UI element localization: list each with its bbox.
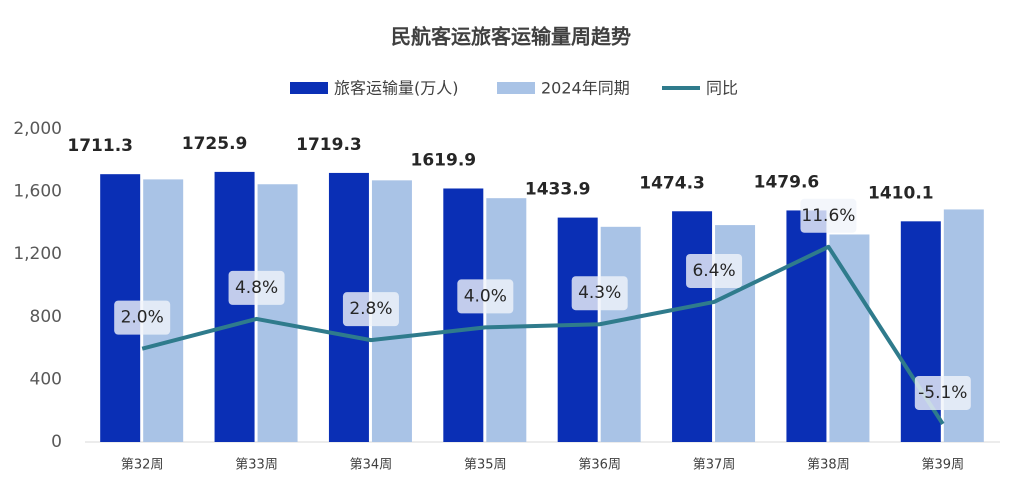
data-label: 2.8% — [349, 299, 392, 319]
data-label: 1410.1 — [868, 183, 934, 203]
y-tick-label: 800 — [30, 307, 62, 327]
data-label: 2.0% — [121, 308, 164, 328]
x-tick-label: 第32周 — [121, 458, 164, 473]
legend-label: 同比 — [706, 79, 738, 98]
x-tick-label: 第34周 — [350, 458, 393, 473]
x-tick-label: 第33周 — [235, 458, 278, 473]
bar — [786, 210, 827, 442]
label-box — [914, 375, 971, 410]
legend-label: 2024年同期 — [541, 79, 630, 98]
data-label: 1433.9 — [525, 180, 591, 200]
legend-swatch — [497, 82, 535, 94]
x-tick-label: 第37周 — [693, 458, 736, 473]
x-tick-label: 第35周 — [464, 458, 507, 473]
label-box — [800, 198, 857, 233]
bar — [672, 211, 713, 442]
line — [141, 244, 945, 426]
y-tick-label: 2,000 — [13, 119, 62, 139]
y-tick-label: 400 — [30, 369, 62, 389]
bar — [486, 198, 527, 442]
y-tick-label: 0 — [51, 432, 62, 452]
data-label: 4.0% — [464, 286, 507, 306]
chart-title: 民航客运旅客运输量周趋势 — [391, 25, 631, 49]
bar — [600, 226, 641, 442]
label-box — [686, 253, 743, 288]
x-tick-label: 第38周 — [807, 458, 850, 473]
x-tick-label: 第36周 — [578, 458, 621, 473]
bar — [257, 184, 298, 442]
y-tick-label: 1,200 — [13, 244, 62, 264]
data-label: 4.8% — [235, 278, 278, 298]
label-box — [114, 300, 171, 335]
x-tick-label: 第39周 — [922, 458, 965, 473]
data-label: 1725.9 — [182, 134, 248, 154]
label-box — [228, 270, 285, 305]
data-label: 1474.3 — [639, 173, 705, 193]
label-box — [342, 292, 399, 327]
label-box — [571, 276, 628, 311]
data-label: 6.4% — [692, 261, 735, 281]
data-label: 1711.3 — [67, 136, 133, 156]
data-label: 1479.6 — [754, 172, 820, 192]
data-label: -5.1% — [918, 383, 967, 403]
bar — [557, 217, 598, 442]
legend-label: 旅客运输量(万人) — [334, 79, 459, 98]
data-label: 11.6% — [801, 206, 855, 226]
bar — [443, 188, 484, 442]
data-label: 4.3% — [578, 283, 621, 303]
y-tick-label: 1,600 — [13, 182, 62, 202]
legend-swatch — [290, 82, 328, 94]
bar — [214, 171, 255, 442]
label-box — [457, 279, 514, 314]
data-label: 1719.3 — [296, 135, 362, 155]
bar — [829, 234, 870, 442]
data-label: 1619.9 — [411, 150, 477, 170]
